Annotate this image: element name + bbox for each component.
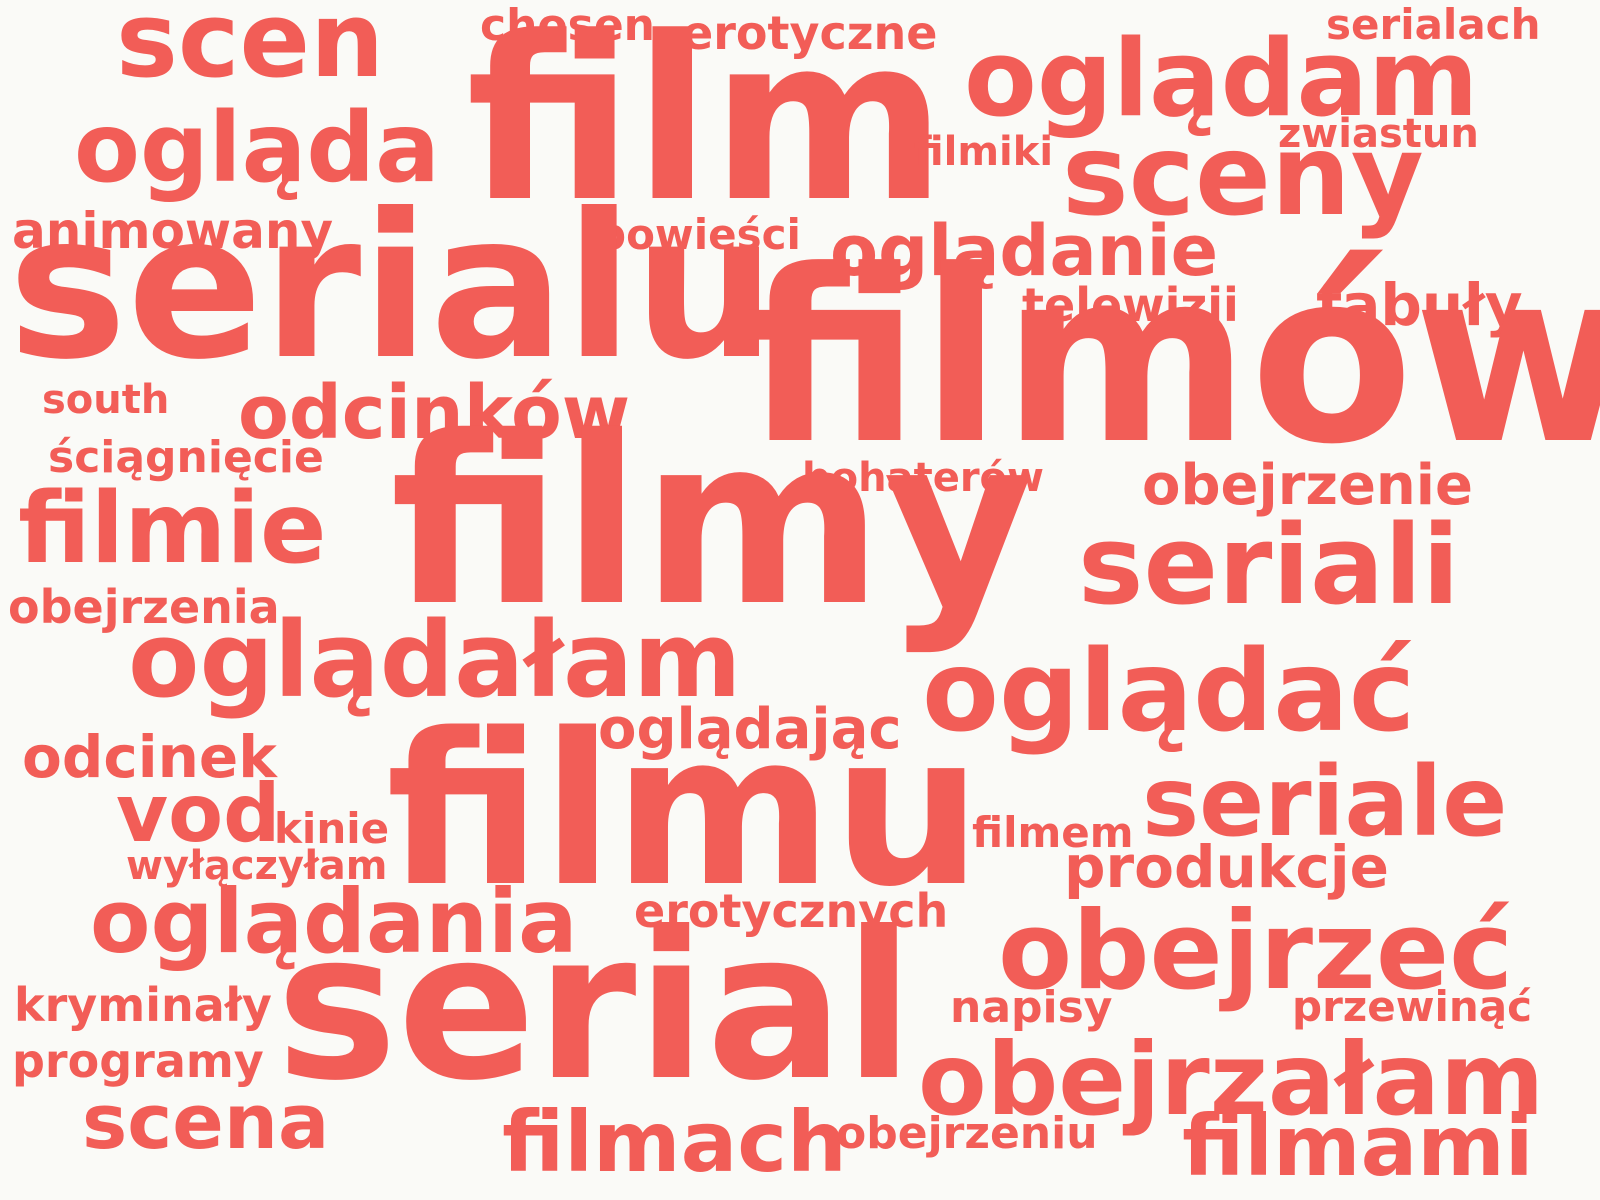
word-obejrzalam: obejrzałam (918, 1021, 1545, 1138)
word-scen: scen (116, 0, 385, 101)
word-serialu: serialu (8, 171, 776, 404)
word-filmu: filmu (386, 688, 982, 933)
word-napisy: napisy (950, 982, 1113, 1033)
word-oglada: ogląda (74, 92, 440, 204)
word-sciagniecie: ściągnięcie (48, 432, 324, 483)
word-filmow: filmów (744, 220, 1600, 497)
word-vod: vod (116, 767, 281, 860)
word-film: film (466, 0, 947, 252)
word-serialach: serialach (1326, 0, 1541, 49)
word-fabuly: fabuły (1316, 271, 1523, 339)
word-kinie: kinie (274, 804, 390, 853)
word-programy: programy (12, 1034, 264, 1088)
word-ogladanie: oglądanie (830, 210, 1219, 292)
word-wylaczylam: wyłączyłam (126, 843, 388, 889)
word-erotycznych: erotycznych (634, 884, 949, 938)
word-obejrzenia: obejrzenia (8, 580, 280, 634)
word-animowany: animowany (12, 202, 334, 260)
word-filmach: filmach (502, 1093, 847, 1191)
word-sceny: sceny (1062, 111, 1424, 241)
word-ogladac: oglądać (922, 627, 1416, 757)
word-filmiki: filmiki (914, 129, 1054, 175)
word-south: south (42, 377, 170, 423)
word-obejrzec: obejrzeć (998, 889, 1514, 1014)
word-filmami: filmami (1182, 1097, 1534, 1195)
word-chosen: chosen (480, 0, 655, 51)
word-filmy: filmy (390, 387, 1035, 657)
word-powiesci: powieści (596, 210, 801, 259)
word-filmie: filmie (18, 472, 327, 586)
word-ogladania: oglądania (90, 870, 578, 973)
word-obejrzenie: obejrzenie (1142, 453, 1473, 518)
word-produkcje: produkcje (1064, 833, 1389, 901)
word-obejrzeniu: obejrzeniu (836, 1108, 1098, 1159)
word-odcinkow: odcinków (238, 370, 631, 456)
word-przewinac: przewinąć (1292, 982, 1533, 1031)
word-ogladam: oglądam (964, 17, 1479, 140)
word-kryminaly: kryminały (14, 978, 272, 1032)
word-seriale: seriale (1142, 746, 1508, 858)
word-scena: scena (82, 1077, 330, 1166)
word-telewizji: telewizji (1022, 278, 1239, 332)
word-seriali: seriali (1078, 501, 1460, 629)
word-zwiastun: zwiastun (1278, 111, 1479, 157)
word-odcinek: odcinek (22, 723, 277, 791)
word-ogladalam: oglądałam (128, 599, 742, 721)
word-filmem: filmem (972, 808, 1134, 857)
word-bohaterow: bohaterów (802, 455, 1044, 501)
word-ogladajac: oglądając (598, 697, 902, 762)
word-erotyczne: erotyczne (682, 6, 938, 60)
word-serial: serial (276, 889, 914, 1126)
